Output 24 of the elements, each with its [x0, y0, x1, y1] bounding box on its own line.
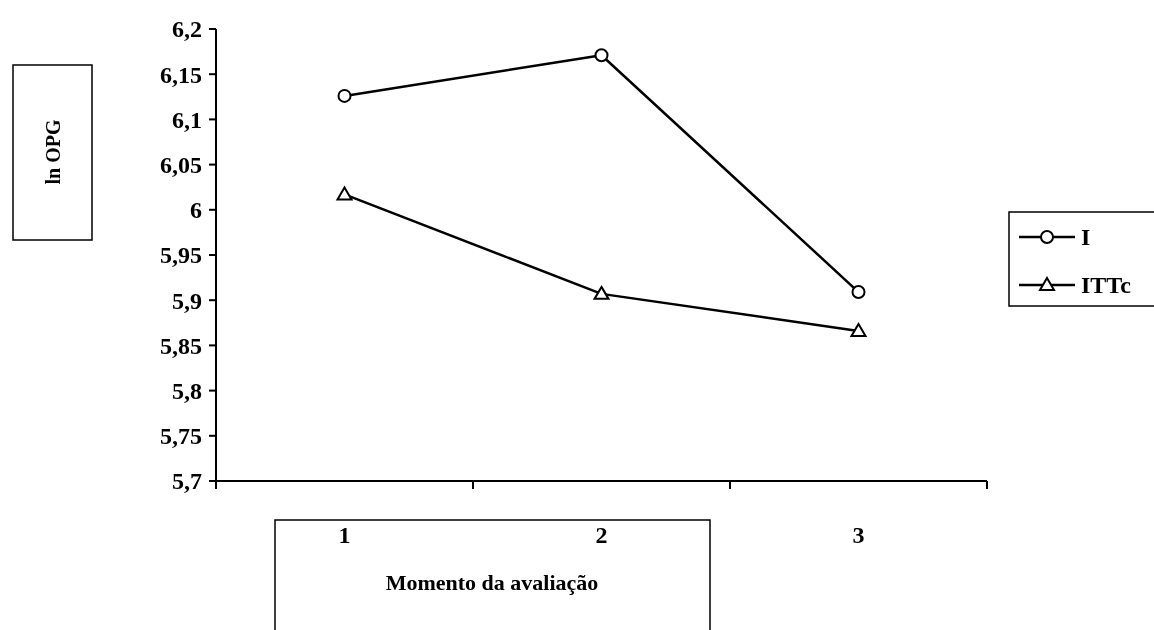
y-tick-label: 6,2 [172, 16, 202, 43]
legend-label: I [1081, 224, 1091, 251]
legend-label: ITTc [1081, 272, 1132, 299]
y-tick-label: 5,95 [160, 242, 202, 269]
x-axis-title: Momento da avaliação [385, 570, 599, 595]
point [594, 48, 609, 63]
x-tick-label: 2 [595, 522, 608, 548]
y-tick-label: 5,75 [160, 423, 202, 450]
point [851, 285, 866, 300]
y-tick-label: 5,8 [172, 378, 202, 404]
y-tick-label: 5,7 [172, 468, 202, 495]
y-tick-label: 6,05 [160, 152, 202, 178]
x-tick-label: 1 [338, 522, 351, 548]
y-tick-label: 6,1 [172, 106, 202, 133]
point [336, 186, 353, 201]
y-axis-title: ln OPG [42, 119, 64, 185]
point [337, 88, 352, 103]
x-tick-label: 3 [852, 522, 865, 548]
y-tick-label: 5,9 [172, 287, 202, 314]
y-tick-label: 6 [190, 197, 202, 224]
y-tick-label: 5,85 [160, 332, 202, 359]
point [850, 322, 867, 337]
point [593, 285, 610, 300]
y-tick-label: 6,15 [160, 61, 202, 88]
